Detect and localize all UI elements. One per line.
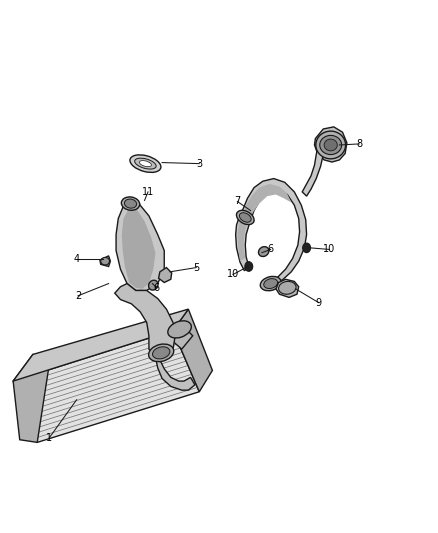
Polygon shape	[116, 203, 164, 290]
Text: 5: 5	[193, 263, 199, 272]
Text: 7: 7	[234, 197, 240, 206]
Ellipse shape	[260, 277, 281, 290]
Text: 4: 4	[74, 254, 80, 264]
Ellipse shape	[121, 197, 140, 211]
Ellipse shape	[148, 344, 174, 362]
Polygon shape	[236, 179, 307, 284]
Ellipse shape	[101, 257, 110, 265]
Ellipse shape	[240, 213, 251, 222]
Text: 9: 9	[316, 298, 322, 308]
Polygon shape	[166, 322, 193, 349]
Ellipse shape	[320, 135, 342, 155]
Polygon shape	[13, 330, 199, 442]
Text: 8: 8	[356, 139, 362, 149]
Circle shape	[245, 262, 253, 271]
Ellipse shape	[168, 321, 191, 338]
Ellipse shape	[264, 279, 278, 288]
Polygon shape	[115, 284, 175, 357]
Text: 6: 6	[268, 245, 274, 254]
Polygon shape	[155, 349, 195, 390]
Text: 11: 11	[142, 187, 154, 197]
Circle shape	[303, 243, 311, 253]
Ellipse shape	[130, 155, 161, 172]
Ellipse shape	[148, 280, 158, 290]
Ellipse shape	[258, 247, 269, 256]
Ellipse shape	[316, 131, 346, 159]
Ellipse shape	[152, 347, 170, 359]
Polygon shape	[159, 268, 172, 282]
Polygon shape	[302, 145, 324, 196]
Polygon shape	[100, 256, 110, 266]
Polygon shape	[173, 309, 212, 392]
Ellipse shape	[324, 139, 337, 151]
Text: 10: 10	[227, 270, 239, 279]
Ellipse shape	[134, 158, 156, 169]
Text: 6: 6	[154, 283, 160, 293]
Text: 10: 10	[323, 245, 336, 254]
Ellipse shape	[139, 160, 152, 167]
Text: 1: 1	[46, 433, 52, 443]
Polygon shape	[13, 354, 50, 442]
Polygon shape	[13, 309, 188, 381]
Ellipse shape	[279, 281, 296, 294]
Text: 2: 2	[75, 291, 81, 301]
Polygon shape	[122, 208, 155, 289]
Polygon shape	[314, 127, 347, 162]
Text: 3: 3	[196, 159, 202, 168]
Ellipse shape	[237, 211, 254, 224]
Polygon shape	[276, 279, 299, 297]
Polygon shape	[237, 184, 291, 261]
Ellipse shape	[124, 199, 137, 208]
